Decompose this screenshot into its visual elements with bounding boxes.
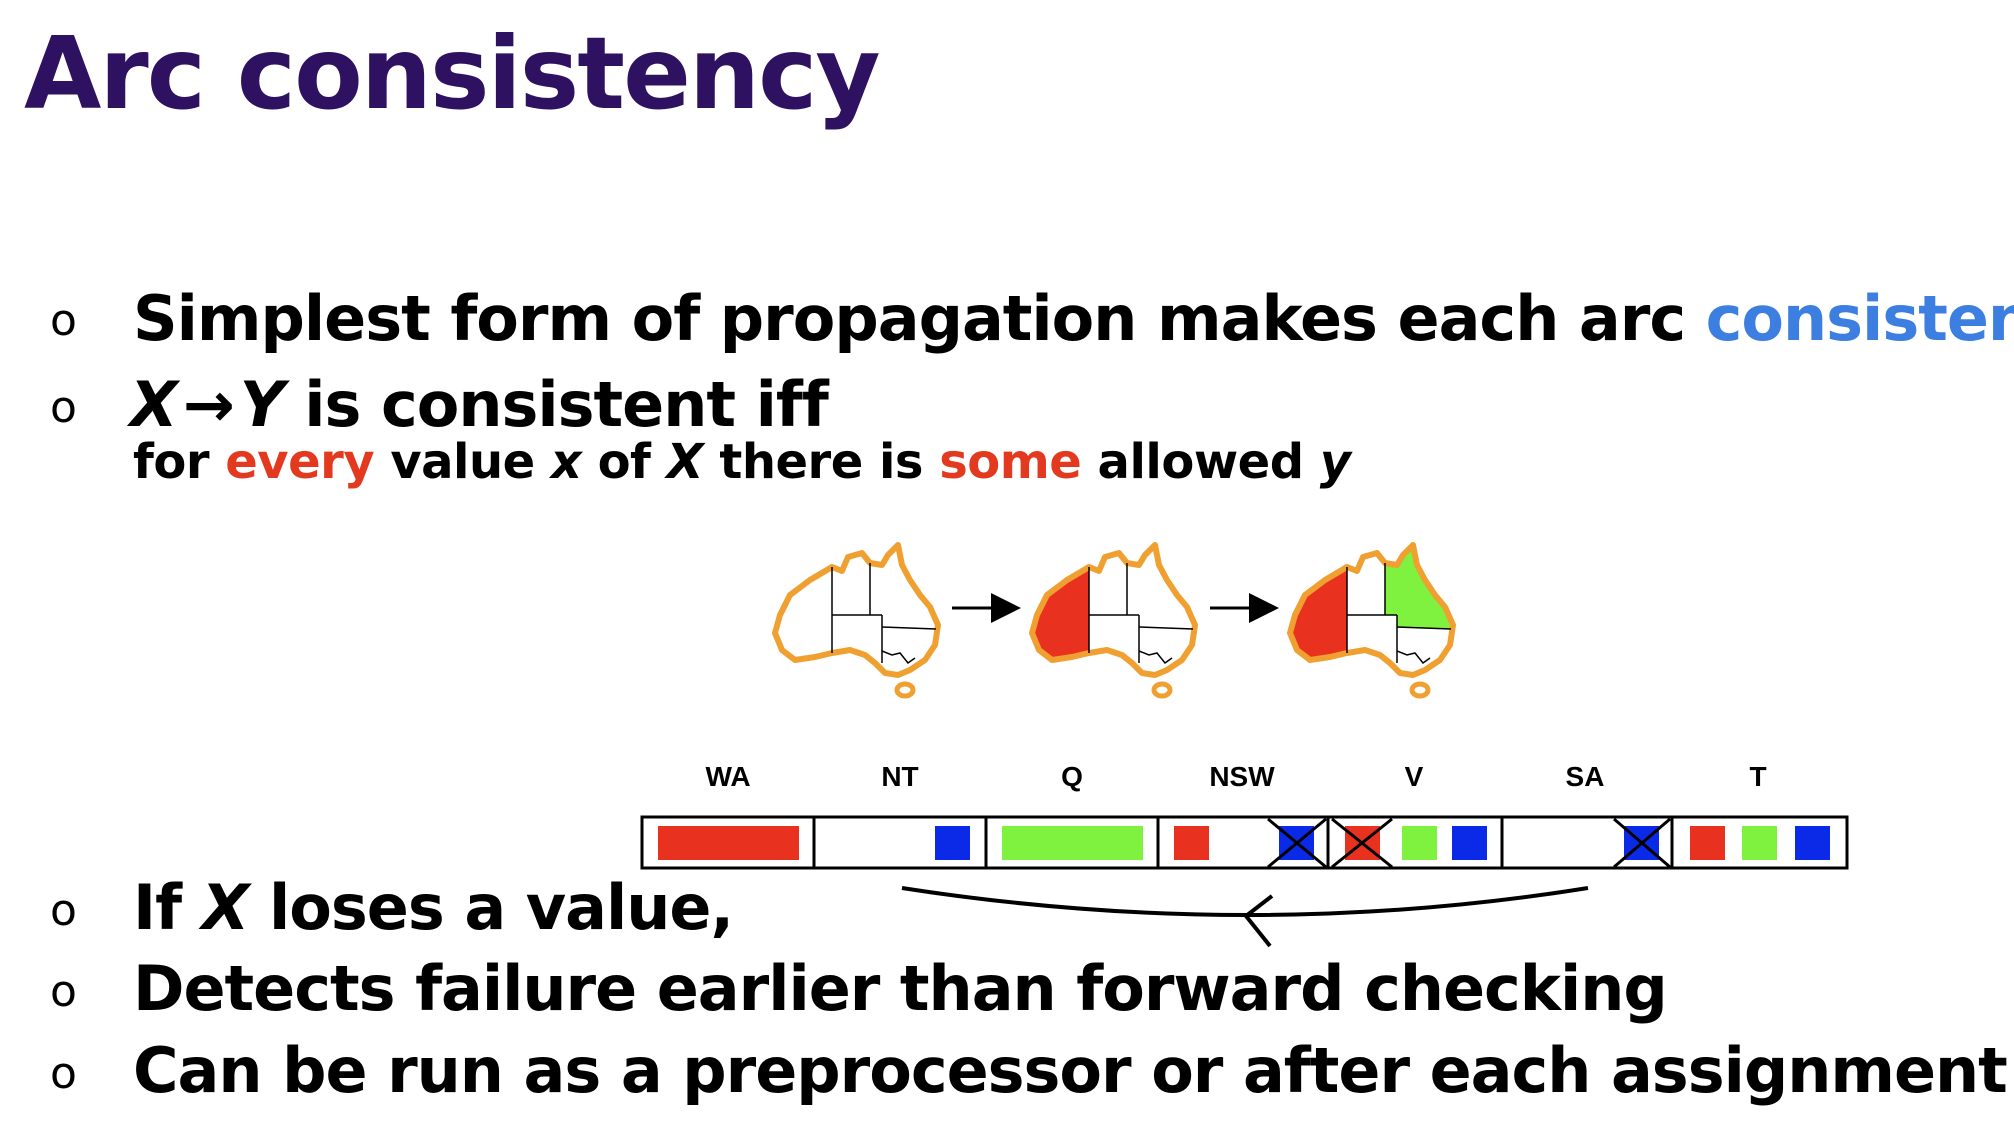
var-x: X: [130, 368, 178, 441]
v-red-crossed: [1331, 817, 1393, 869]
bullet-marker: o: [50, 885, 77, 936]
sub-text: for: [133, 434, 226, 490]
bullet-arc-definition-sub: for every value x of X there is some all…: [133, 438, 1351, 486]
v-green-cell: [1402, 826, 1437, 860]
bullet-detects-failure: Detects failure earlier than forward che…: [133, 952, 1668, 1025]
arrow-symbol: →: [182, 368, 235, 441]
domain-label-v: V: [1405, 761, 1424, 792]
sub-text: of: [581, 434, 667, 490]
domain-label-sa: SA: [1566, 761, 1605, 792]
q-green-cell: [1002, 826, 1143, 860]
arc-arrow: [901, 886, 1589, 948]
page-title: Arc consistency: [24, 15, 881, 132]
sub-text: value: [374, 434, 551, 490]
sub-text: there is: [703, 434, 940, 490]
bullet-marker: o: [50, 295, 77, 346]
bullet-arc-definition: X→Y is consistent iff: [130, 374, 829, 436]
domain-label-t: T: [1749, 761, 1766, 792]
nt-blue-cell: [935, 826, 970, 860]
nsw-red-cell: [1174, 826, 1209, 860]
highlight-some: some: [939, 434, 1082, 490]
wa-red-cell: [658, 826, 799, 860]
t-blue-cell: [1795, 826, 1830, 860]
domain-table: [640, 815, 1849, 870]
map-wa-red: [1032, 545, 1195, 696]
highlight-every: every: [225, 434, 375, 490]
bullet-if-x-loses: If X loses a value,: [133, 877, 734, 939]
var-x: X: [666, 434, 704, 490]
nsw-blue-crossed: [1267, 817, 1327, 869]
bullet-marker: o: [50, 966, 77, 1017]
bullet-marker: o: [50, 1048, 77, 1099]
t-red-cell: [1690, 826, 1725, 860]
var-y: Y: [239, 368, 285, 441]
var-y-lower: y: [1319, 434, 1351, 490]
bullet-text: If: [133, 871, 202, 944]
map-wa-red-q-green: [1290, 545, 1453, 696]
highlight-consistent: consistent: [1705, 282, 2014, 355]
domain-label-q: Q: [1061, 761, 1083, 792]
bullet-text: loses a value,: [248, 871, 734, 944]
v-blue-cell: [1452, 826, 1487, 860]
domain-label-nt: NT: [881, 761, 918, 792]
domain-label-wa: WA: [705, 761, 750, 792]
bullet-simplest-form: Simplest form of propagation makes each …: [133, 288, 2014, 350]
t-green-cell: [1742, 826, 1777, 860]
map-empty: [775, 545, 938, 696]
var-x-lower: x: [550, 434, 582, 490]
bullet-preprocessor: Can be run as a preprocessor or after ea…: [133, 1034, 2008, 1107]
domain-label-nsw: NSW: [1209, 761, 1275, 792]
bullet-marker: o: [50, 382, 77, 433]
bullet-text: is consistent iff: [283, 368, 829, 441]
var-x: X: [201, 871, 250, 944]
bullet-text: Simplest form of propagation makes each …: [133, 282, 1706, 355]
sub-text: allowed: [1081, 434, 1320, 490]
sa-blue-crossed: [1613, 817, 1671, 869]
